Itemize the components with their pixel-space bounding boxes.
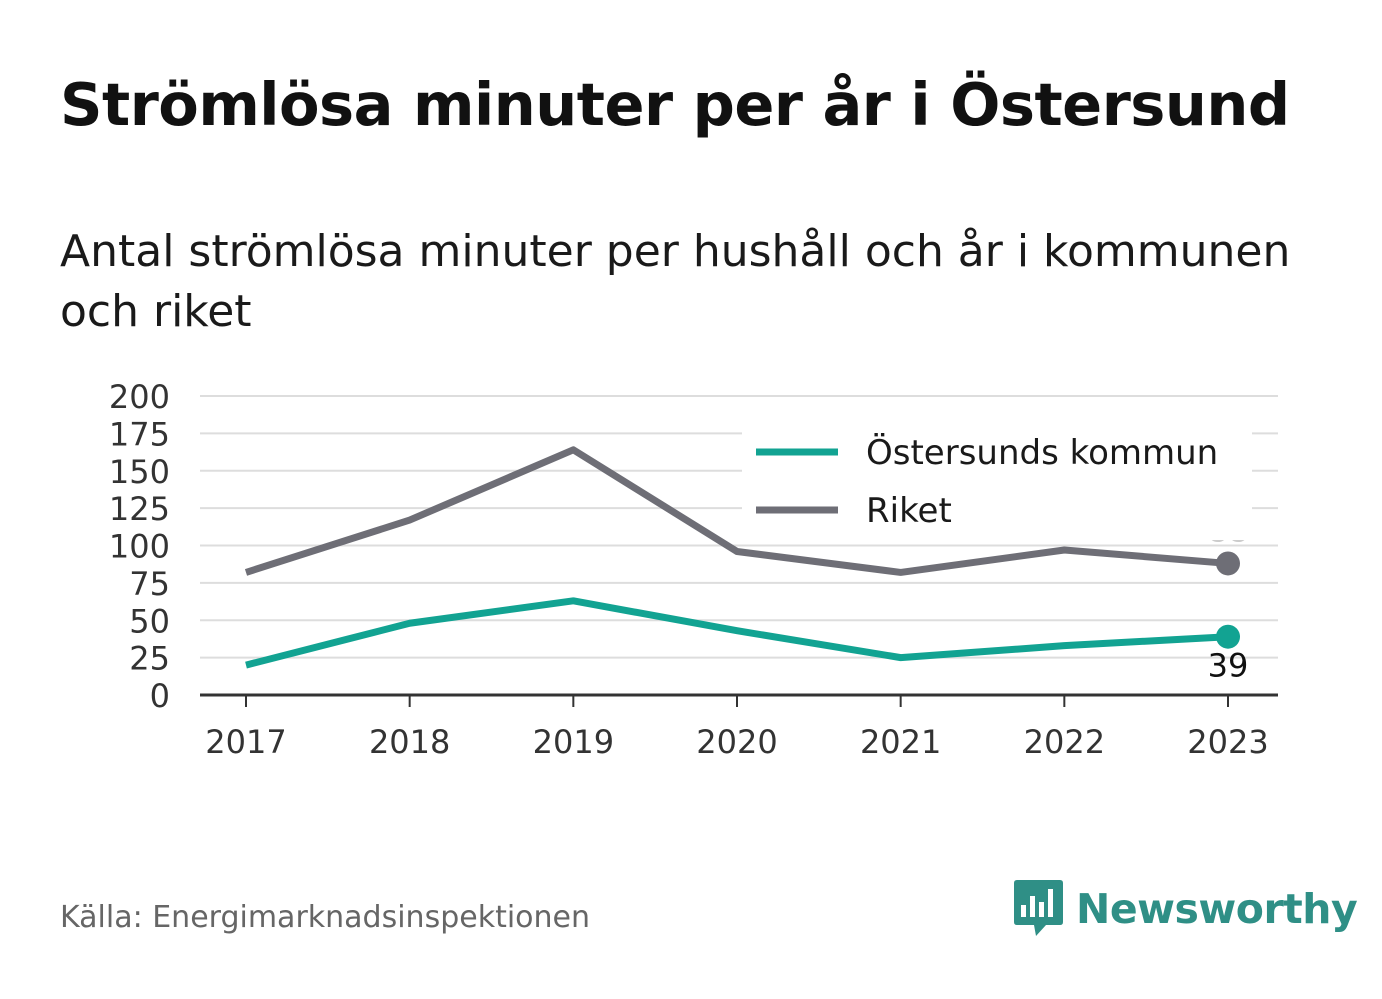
newsworthy-icon — [1014, 880, 1063, 936]
y-tick-label: 125 — [109, 490, 170, 528]
y-tick-label: 0 — [150, 677, 170, 715]
x-tick-label: 2023 — [1187, 723, 1268, 761]
legend-label: Östersunds kommun — [866, 432, 1218, 473]
x-tick-label: 2022 — [1024, 723, 1105, 761]
series-line-ostersund — [245, 597, 1229, 669]
source-note: Källa: Energimarknadsinspektionen — [60, 900, 591, 935]
x-tick-label: 2021 — [860, 723, 941, 761]
y-tick-label: 75 — [129, 565, 170, 603]
y-tick-label: 200 — [109, 378, 170, 416]
y-tick-label: 50 — [129, 602, 170, 640]
series-line-riket — [244, 446, 1229, 576]
x-tick-label: 2017 — [205, 723, 286, 761]
end-label-ostersund: 39 — [1208, 647, 1249, 685]
legend-box — [742, 428, 1252, 540]
y-tick-label: 150 — [109, 453, 170, 491]
x-tick-label: 2020 — [696, 723, 777, 761]
x-tick-label: 2019 — [533, 723, 614, 761]
end-point-riket — [1216, 551, 1240, 576]
x-tick-label: 2018 — [369, 723, 450, 761]
y-tick-label: 175 — [109, 415, 170, 453]
newsworthy-logo: Newsworthy — [1010, 878, 1358, 940]
y-tick-label: 25 — [129, 640, 170, 678]
y-tick-label: 100 — [109, 528, 170, 566]
legend-label: Riket — [866, 491, 952, 531]
end-point-ostersund — [1216, 624, 1240, 649]
chart-subtitle: Antal strömlösa minuter per hushåll och … — [60, 226, 1291, 337]
brand-name: Newsworthy — [1076, 885, 1358, 933]
chart-title: Strömlösa minuter per år i Östersund — [60, 70, 1290, 139]
